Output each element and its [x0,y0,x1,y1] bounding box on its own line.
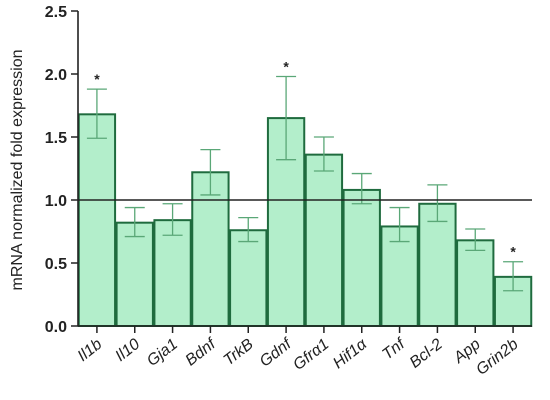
x-tick-label: TrkB [221,336,257,370]
x-tick-label: Hif1α [330,335,371,372]
bar-11 [456,239,495,328]
x-tick-label: Gja1 [144,336,181,370]
y-tick-label: 0.0 [45,319,67,336]
bar-5 [229,229,268,328]
bar-7 [304,153,344,327]
y-tick-label: 1.5 [45,130,67,147]
x-tick-label: Gfrα1 [290,336,332,374]
y-tick-label: 2.0 [45,67,67,84]
significance-marker-12: * [510,244,516,260]
x-tick-label: Tnf [379,335,409,364]
x-tick-label: Il10 [112,336,143,365]
y-axis-label: mRNA normalized fold expression [9,50,26,291]
y-tick-label: 0.5 [45,256,67,273]
x-tick-label: Gdnf [257,335,296,371]
x-tick-label: Bcl-2 [407,336,446,372]
bar-8 [342,188,381,327]
bar-3 [153,219,192,327]
x-tick-label: Il1b [75,336,106,365]
y-tick-label: 2.5 [45,4,67,21]
bar-1 [77,113,117,327]
bar-10 [418,202,457,327]
significance-marker-1: * [94,71,100,87]
bar-4 [191,171,230,327]
x-tick-label: Grin2b [473,336,521,379]
bar-2 [115,221,154,327]
significance-marker-6: * [283,59,289,75]
x-tick-label: Bdnf [182,335,220,370]
y-tick-label: 1.0 [45,193,67,210]
